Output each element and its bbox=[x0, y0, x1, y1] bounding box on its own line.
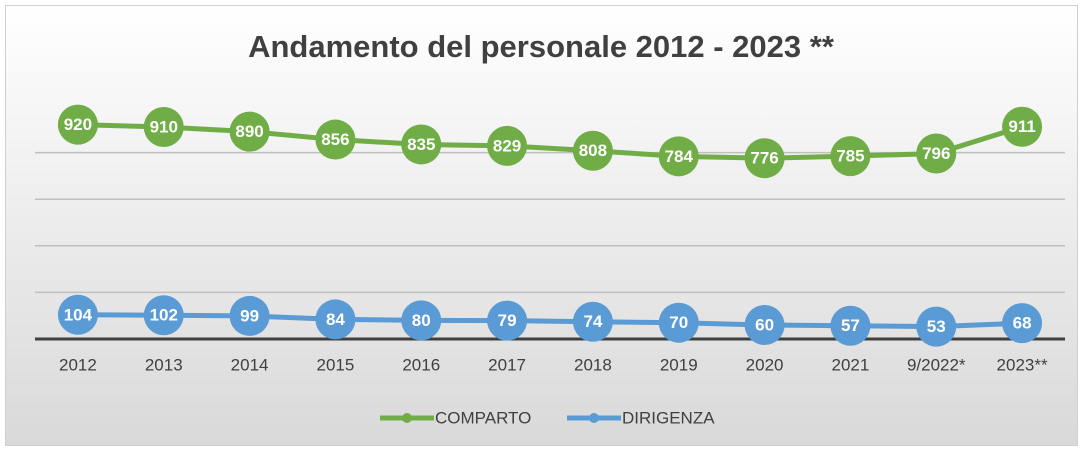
data-label: 102 bbox=[150, 306, 178, 325]
data-label: 856 bbox=[321, 130, 349, 149]
data-label: 99 bbox=[240, 306, 259, 325]
data-point bbox=[572, 130, 613, 171]
data-label: 829 bbox=[493, 136, 521, 155]
data-point bbox=[658, 136, 699, 177]
data-point bbox=[572, 301, 613, 342]
x-tick-label: 2019 bbox=[660, 355, 698, 374]
x-tick-label: 2014 bbox=[231, 355, 269, 374]
data-label: 890 bbox=[235, 122, 263, 141]
data-point bbox=[830, 305, 871, 346]
data-label: 84 bbox=[326, 310, 345, 329]
data-label: 785 bbox=[836, 147, 864, 166]
data-label: 60 bbox=[755, 316, 774, 335]
x-tick-label: 2015 bbox=[317, 355, 355, 374]
data-point bbox=[1002, 106, 1043, 147]
data-point bbox=[744, 138, 785, 179]
x-tick-label: 2020 bbox=[746, 355, 784, 374]
x-tick-label: 2016 bbox=[402, 355, 440, 374]
data-point bbox=[315, 119, 356, 160]
x-tick-label: 2013 bbox=[145, 355, 183, 374]
data-point bbox=[744, 305, 785, 346]
data-label: 911 bbox=[1008, 117, 1035, 136]
legend-marker bbox=[402, 413, 412, 423]
legend-label: DIRIGENZA bbox=[622, 408, 715, 427]
data-point bbox=[401, 300, 442, 341]
data-point bbox=[229, 295, 270, 336]
data-point bbox=[658, 302, 699, 343]
x-tick-label: 2021 bbox=[832, 355, 870, 374]
data-point bbox=[487, 300, 528, 341]
data-label: 57 bbox=[841, 316, 860, 335]
legend-marker bbox=[589, 413, 599, 423]
data-label: 104 bbox=[64, 305, 93, 324]
x-tick-label: 2012 bbox=[59, 355, 97, 374]
data-point bbox=[57, 104, 98, 145]
data-point bbox=[143, 295, 184, 336]
chart-title: Andamento del personale 2012 - 2023 ** bbox=[248, 29, 835, 64]
chart-frame bbox=[5, 5, 1078, 446]
data-label: 796 bbox=[922, 144, 950, 163]
legend-label: COMPARTO bbox=[435, 408, 531, 427]
data-label: 776 bbox=[750, 149, 778, 168]
data-label: 53 bbox=[927, 317, 946, 336]
x-tick-label: 2023** bbox=[997, 355, 1048, 374]
data-point bbox=[916, 306, 957, 347]
data-point bbox=[916, 133, 957, 174]
x-tick-label: 2018 bbox=[574, 355, 612, 374]
data-label: 808 bbox=[579, 141, 607, 160]
data-point bbox=[229, 111, 270, 152]
data-label: 920 bbox=[64, 115, 92, 134]
data-label: 74 bbox=[583, 312, 602, 331]
data-label: 70 bbox=[669, 313, 688, 332]
x-tick-label: 2017 bbox=[488, 355, 526, 374]
data-point bbox=[830, 136, 871, 177]
x-tick-label: 9/2022* bbox=[907, 355, 966, 374]
data-point bbox=[487, 125, 528, 166]
data-label: 80 bbox=[412, 311, 431, 330]
data-point bbox=[1002, 303, 1043, 344]
data-label: 910 bbox=[150, 117, 178, 136]
data-label: 784 bbox=[665, 147, 694, 166]
data-label: 68 bbox=[1013, 314, 1032, 333]
data-point bbox=[315, 299, 356, 340]
data-point bbox=[57, 294, 98, 335]
data-point bbox=[143, 106, 184, 147]
data-label: 835 bbox=[407, 135, 435, 154]
data-label: 79 bbox=[498, 311, 517, 330]
data-point bbox=[401, 124, 442, 165]
